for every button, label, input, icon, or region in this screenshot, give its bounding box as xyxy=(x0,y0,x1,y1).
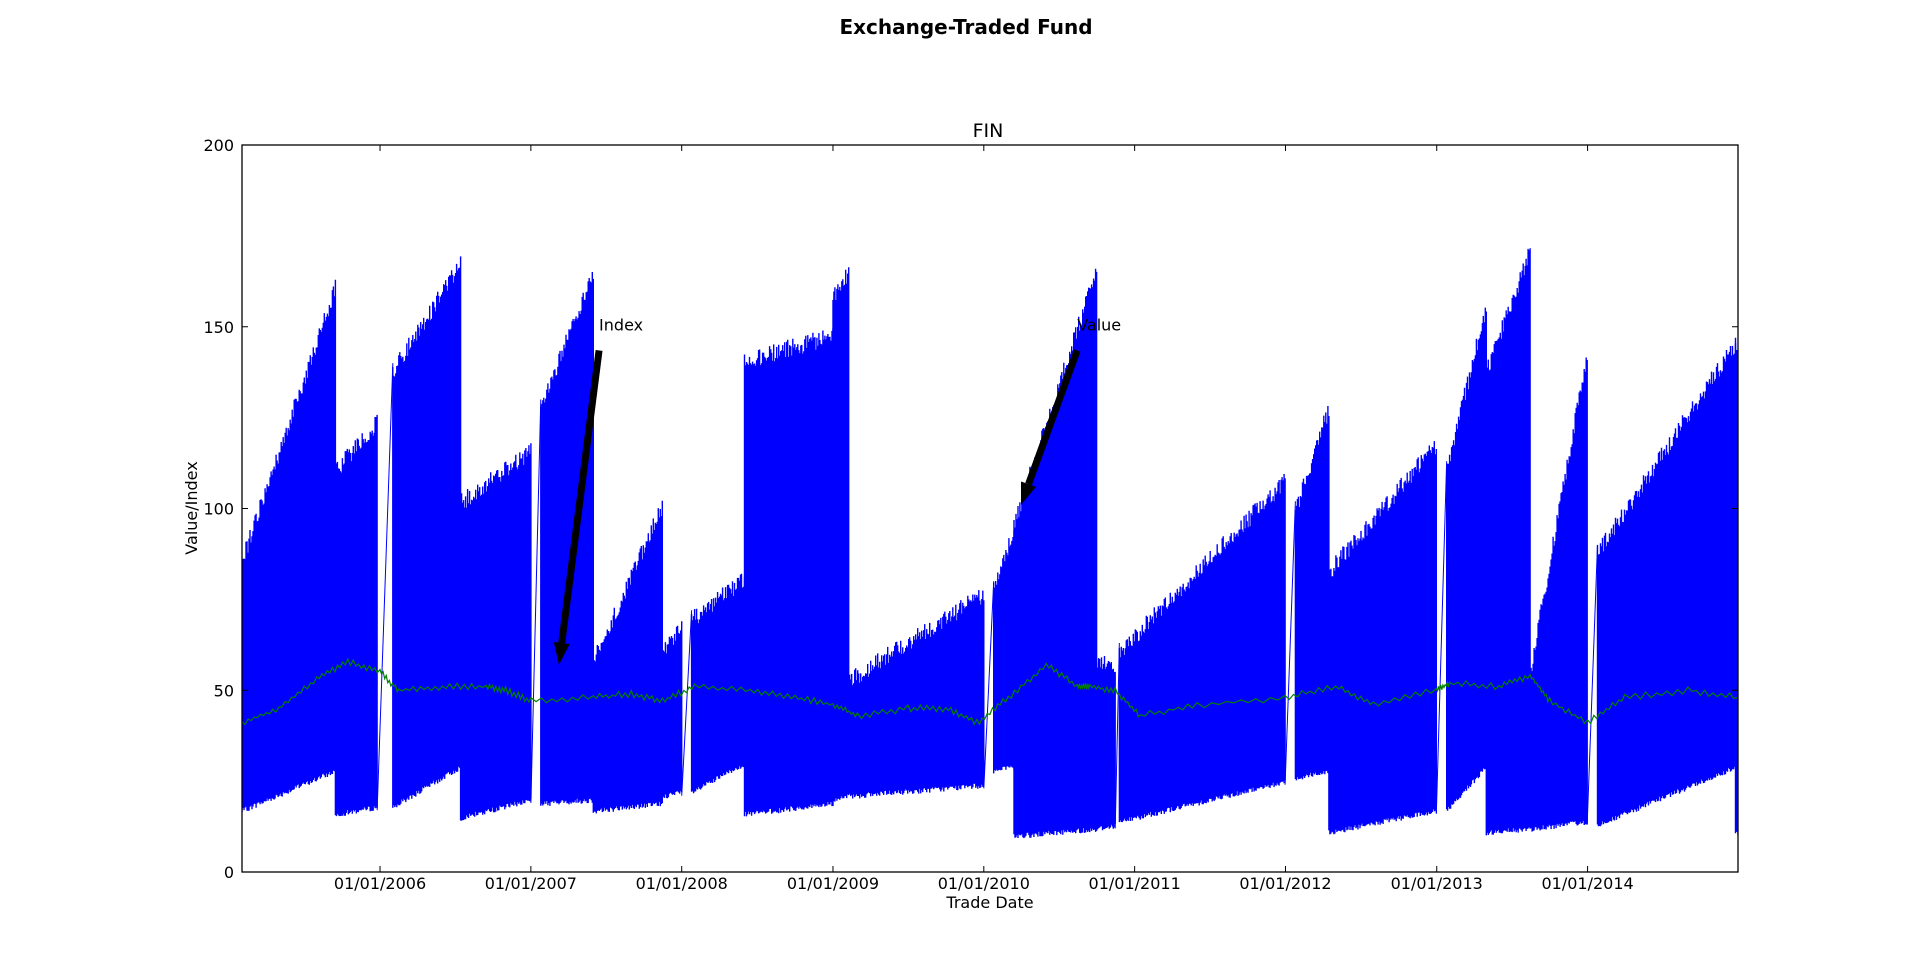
x-axis: 01/01/2006 01/01/2007 01/01/2008 01/01/2009… xyxy=(334,145,1634,893)
value-segment xyxy=(1485,248,1531,836)
index-line xyxy=(242,657,1738,726)
value-connector xyxy=(1114,642,1120,829)
value-segment xyxy=(1529,357,1588,832)
value-segment xyxy=(1596,337,1737,827)
value-segment xyxy=(1328,441,1437,835)
annotations: Index Value xyxy=(553,315,1121,665)
y-tick-label: 100 xyxy=(203,500,234,519)
y-tick-label: 50 xyxy=(214,681,234,700)
value-segment xyxy=(392,256,462,808)
figure-suptitle: Exchange-Traded Fund xyxy=(839,15,1092,39)
value-segment xyxy=(1095,656,1116,831)
series-index xyxy=(242,657,1738,726)
value-segment xyxy=(1446,307,1487,811)
plot-area xyxy=(242,248,1738,839)
y-axis: 0 50 100 150 200 xyxy=(203,136,1738,882)
value-segment xyxy=(1294,406,1330,781)
value-segment xyxy=(690,573,746,794)
value-segment xyxy=(1013,268,1098,839)
x-tick-label: 01/01/2008 xyxy=(636,874,728,893)
value-segment xyxy=(743,328,834,817)
value-connector xyxy=(983,581,995,789)
value-connector xyxy=(376,363,394,811)
value-segment xyxy=(459,443,532,821)
x-tick-label: 01/01/2007 xyxy=(485,874,577,893)
x-tick-label: 01/01/2010 xyxy=(938,874,1030,893)
y-tick-label: 150 xyxy=(203,318,234,337)
axes-title: FIN xyxy=(973,120,1004,142)
value-segment xyxy=(1734,343,1738,836)
annotation-label: Value xyxy=(1077,315,1121,334)
value-segment xyxy=(334,414,378,817)
x-tick-label: 01/01/2012 xyxy=(1239,874,1331,893)
x-tick-label: 01/01/2006 xyxy=(334,874,426,893)
value-connector xyxy=(1586,544,1598,825)
x-tick-label: 01/01/2011 xyxy=(1089,874,1181,893)
value-segment xyxy=(661,621,683,799)
value-connector xyxy=(1284,501,1296,785)
annotation-arrow-shaft xyxy=(558,349,603,644)
annotation-arrow-head xyxy=(1020,481,1037,505)
x-tick-label: 01/01/2014 xyxy=(1541,874,1633,893)
annotation-arrow-shaft xyxy=(1025,349,1081,486)
value-segment xyxy=(993,530,1015,774)
annotation-label: Index xyxy=(599,315,643,334)
x-tick-label: 01/01/2009 xyxy=(787,874,879,893)
value-segment xyxy=(1118,474,1286,823)
x-tick-label: 01/01/2013 xyxy=(1391,874,1483,893)
value-segment xyxy=(592,500,663,814)
value-connector xyxy=(530,399,542,803)
value-connector xyxy=(681,610,693,796)
value-segment xyxy=(242,279,337,813)
series-value xyxy=(242,248,1738,839)
y-axis-label: Value/Index xyxy=(182,461,201,554)
value-connector xyxy=(1435,461,1448,814)
y-tick-label: 200 xyxy=(203,136,234,155)
annotation-arrow-head xyxy=(553,641,570,665)
x-axis-label: Trade Date xyxy=(945,893,1033,912)
value-segment xyxy=(848,590,985,799)
y-tick-label: 0 xyxy=(224,863,234,882)
value-segment xyxy=(832,267,850,802)
value-segment xyxy=(540,272,594,806)
